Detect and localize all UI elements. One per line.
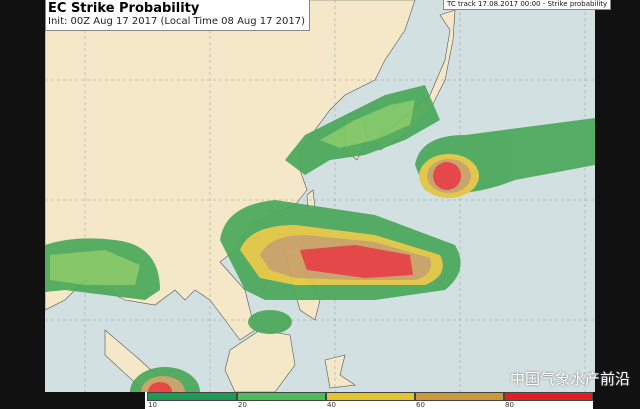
colorbar-segment-40-60 (326, 392, 415, 401)
colorbar-segment-20-40 (237, 392, 326, 401)
prob-zone-north-inner (320, 100, 415, 148)
colorbar: 10 20 40 60 80 (145, 392, 593, 409)
map-subtitle: Init: 00Z Aug 17 2017 (Local Time 08 Aug… (48, 16, 306, 27)
prob-zone-main-red (300, 245, 413, 278)
strike-probability-map (45, 0, 595, 392)
colorbar-tick: 10 (148, 401, 157, 409)
land-sulawesi (324, 354, 356, 389)
colorbar-segment-60-80 (415, 392, 504, 401)
colorbar-segment-10-20 (147, 392, 237, 401)
colorbar-tick: 80 (505, 401, 514, 409)
colorbar-segment-80-100 (504, 392, 593, 401)
colorbar-tick: 60 (416, 401, 425, 409)
colorbar-tick: 20 (238, 401, 247, 409)
prob-zone-small (248, 310, 292, 334)
track-legend: TC track 17.08.2017 00:00 - Strike proba… (443, 0, 612, 10)
prob-zone-west-inner (50, 250, 140, 285)
colorbar-tick: 40 (327, 401, 336, 409)
watermark: 中国气象水产前沿 (510, 370, 631, 388)
title-box: EC Strike Probability Init: 00Z Aug 17 2… (45, 0, 311, 31)
map-title: EC Strike Probability (48, 1, 200, 16)
prob-zone-east-red (433, 162, 461, 190)
prob-zone-sw-red (148, 382, 172, 392)
